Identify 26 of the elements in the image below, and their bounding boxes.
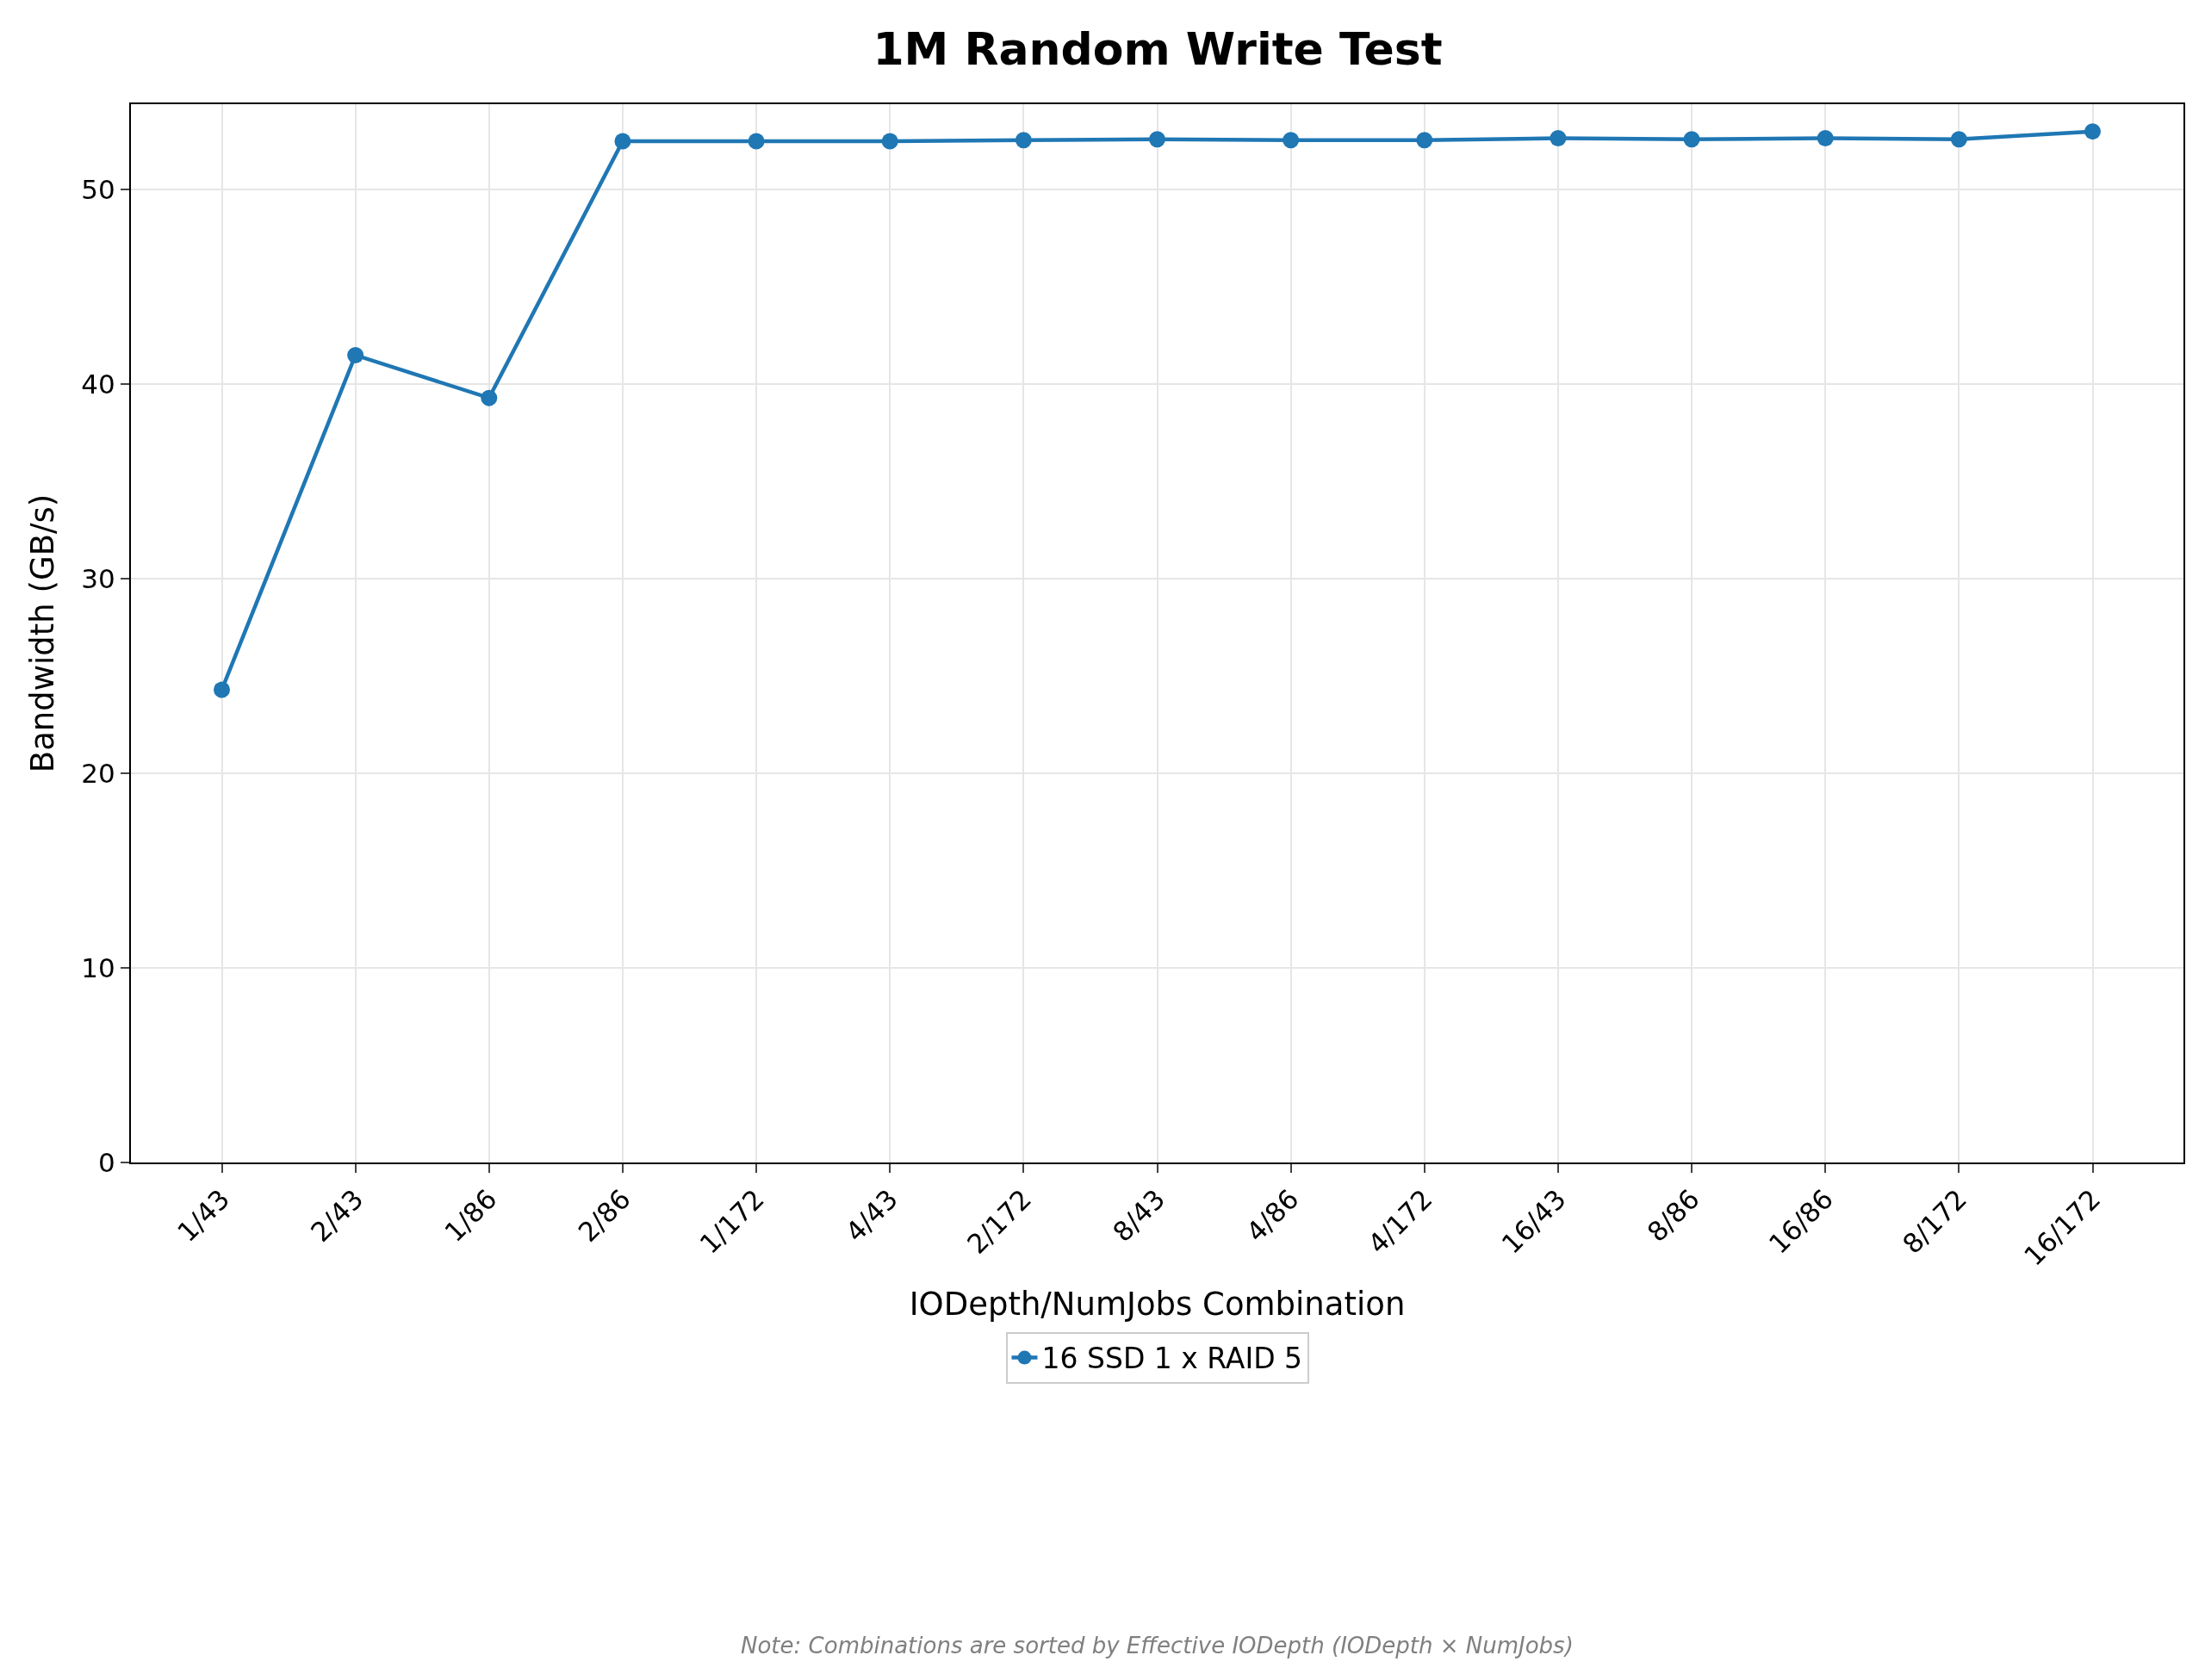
point [1550,130,1567,147]
point [1149,131,1165,148]
point [1817,130,1834,147]
point [481,389,498,406]
point [2084,123,2101,140]
point [614,133,631,150]
y-tick-label: 20 [81,758,115,790]
point [1683,131,1700,148]
point [1283,132,1300,149]
point [1950,131,1967,148]
point [1015,132,1032,149]
y-tick-label: 10 [81,952,115,983]
point [214,681,230,698]
legend-label: 16 SSD 1 x RAID 5 [1041,1342,1303,1376]
y-tick-label: 40 [81,369,115,400]
point [881,133,898,150]
chart-title: 1M Random Write Test [873,23,1443,76]
y-axis-title: Bandwidth (GB/s) [24,493,62,773]
y-tick-label: 30 [81,563,115,595]
text: Note: Combinations are sorted by Effective IODepth (IODepth × NumJobs) [741,1633,1574,1658]
point [1416,132,1433,149]
x-axis-title: IODepth/NumJobs Combination [909,1285,1406,1323]
point [347,346,364,363]
y-tick-label: 50 [81,174,115,206]
y-tick-label: 0 [98,1146,115,1178]
point [748,133,765,150]
